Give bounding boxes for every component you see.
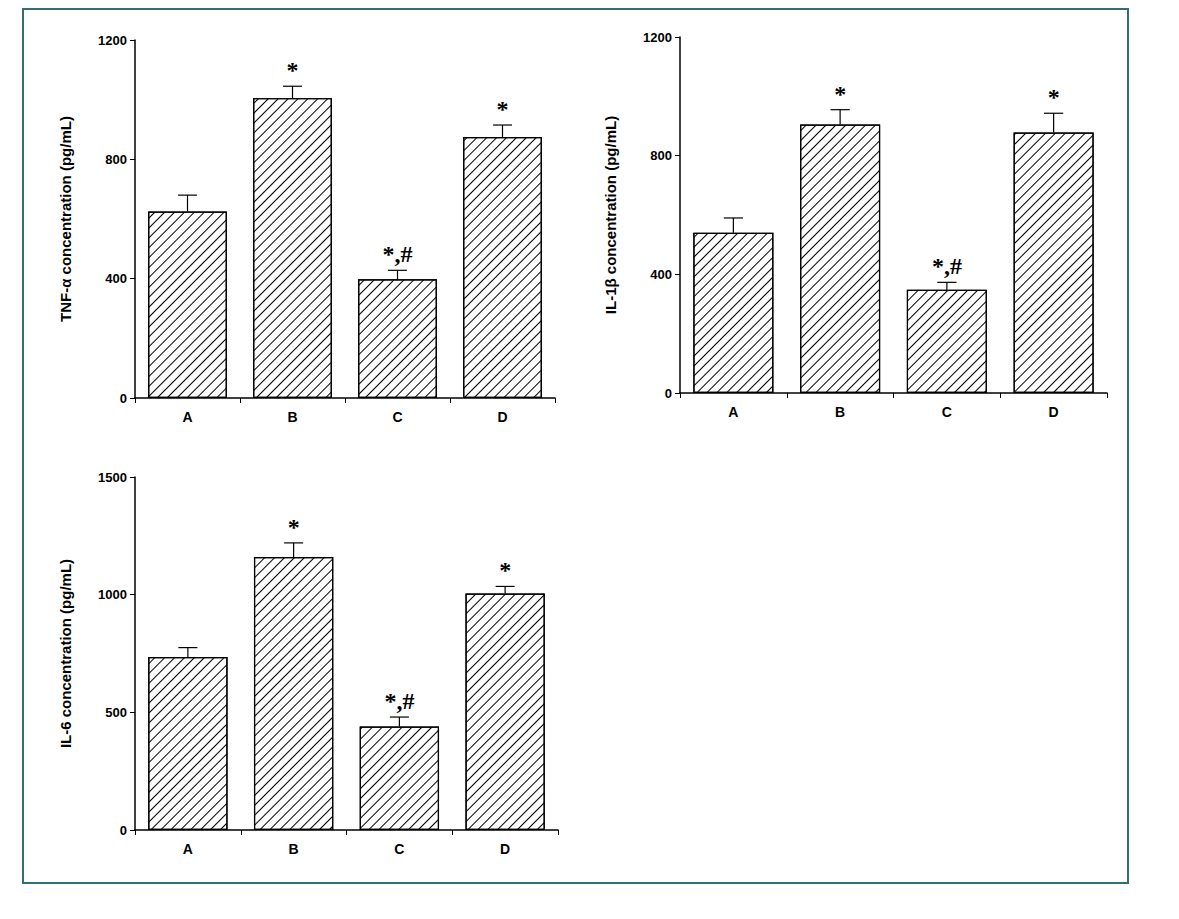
svg-text:*: * — [1048, 84, 1060, 110]
svg-text:D: D — [500, 841, 510, 857]
svg-text:IL-6 concentration (pg/mL): IL-6 concentration (pg/mL) — [57, 559, 74, 748]
svg-text:*: * — [287, 57, 299, 83]
svg-text:1500: 1500 — [98, 470, 127, 485]
svg-text:1200: 1200 — [643, 30, 672, 45]
svg-text:0: 0 — [120, 823, 127, 838]
svg-text:*,#: *,# — [384, 688, 414, 714]
svg-text:*,#: *,# — [932, 253, 962, 279]
svg-text:TNF-α concentration (pg/mL): TNF-α concentration (pg/mL) — [57, 116, 74, 322]
svg-text:C: C — [942, 404, 952, 420]
svg-text:C: C — [392, 409, 402, 425]
svg-text:500: 500 — [105, 705, 127, 720]
svg-text:B: B — [287, 409, 297, 425]
svg-text:D: D — [1049, 404, 1059, 420]
svg-text:A: A — [728, 404, 738, 420]
svg-text:*,#: *,# — [383, 241, 413, 267]
svg-text:C: C — [394, 841, 404, 857]
svg-text:400: 400 — [650, 267, 672, 282]
svg-text:*: * — [288, 514, 300, 540]
svg-text:A: A — [183, 841, 193, 857]
svg-text:400: 400 — [105, 271, 127, 286]
svg-text:A: A — [182, 409, 192, 425]
svg-text:800: 800 — [105, 152, 127, 167]
svg-text:B: B — [835, 404, 845, 420]
svg-text:*: * — [834, 81, 846, 107]
svg-text:D: D — [497, 409, 507, 425]
svg-text:*: * — [497, 96, 509, 122]
svg-text:*: * — [499, 557, 511, 583]
svg-text:0: 0 — [120, 391, 127, 406]
svg-text:800: 800 — [650, 148, 672, 163]
svg-text:1000: 1000 — [98, 587, 127, 602]
svg-text:B: B — [289, 841, 299, 857]
svg-text:1200: 1200 — [98, 33, 127, 48]
svg-text:0: 0 — [665, 386, 672, 401]
svg-text:IL-1β concentration (pg/mL): IL-1β concentration (pg/mL) — [602, 116, 619, 314]
